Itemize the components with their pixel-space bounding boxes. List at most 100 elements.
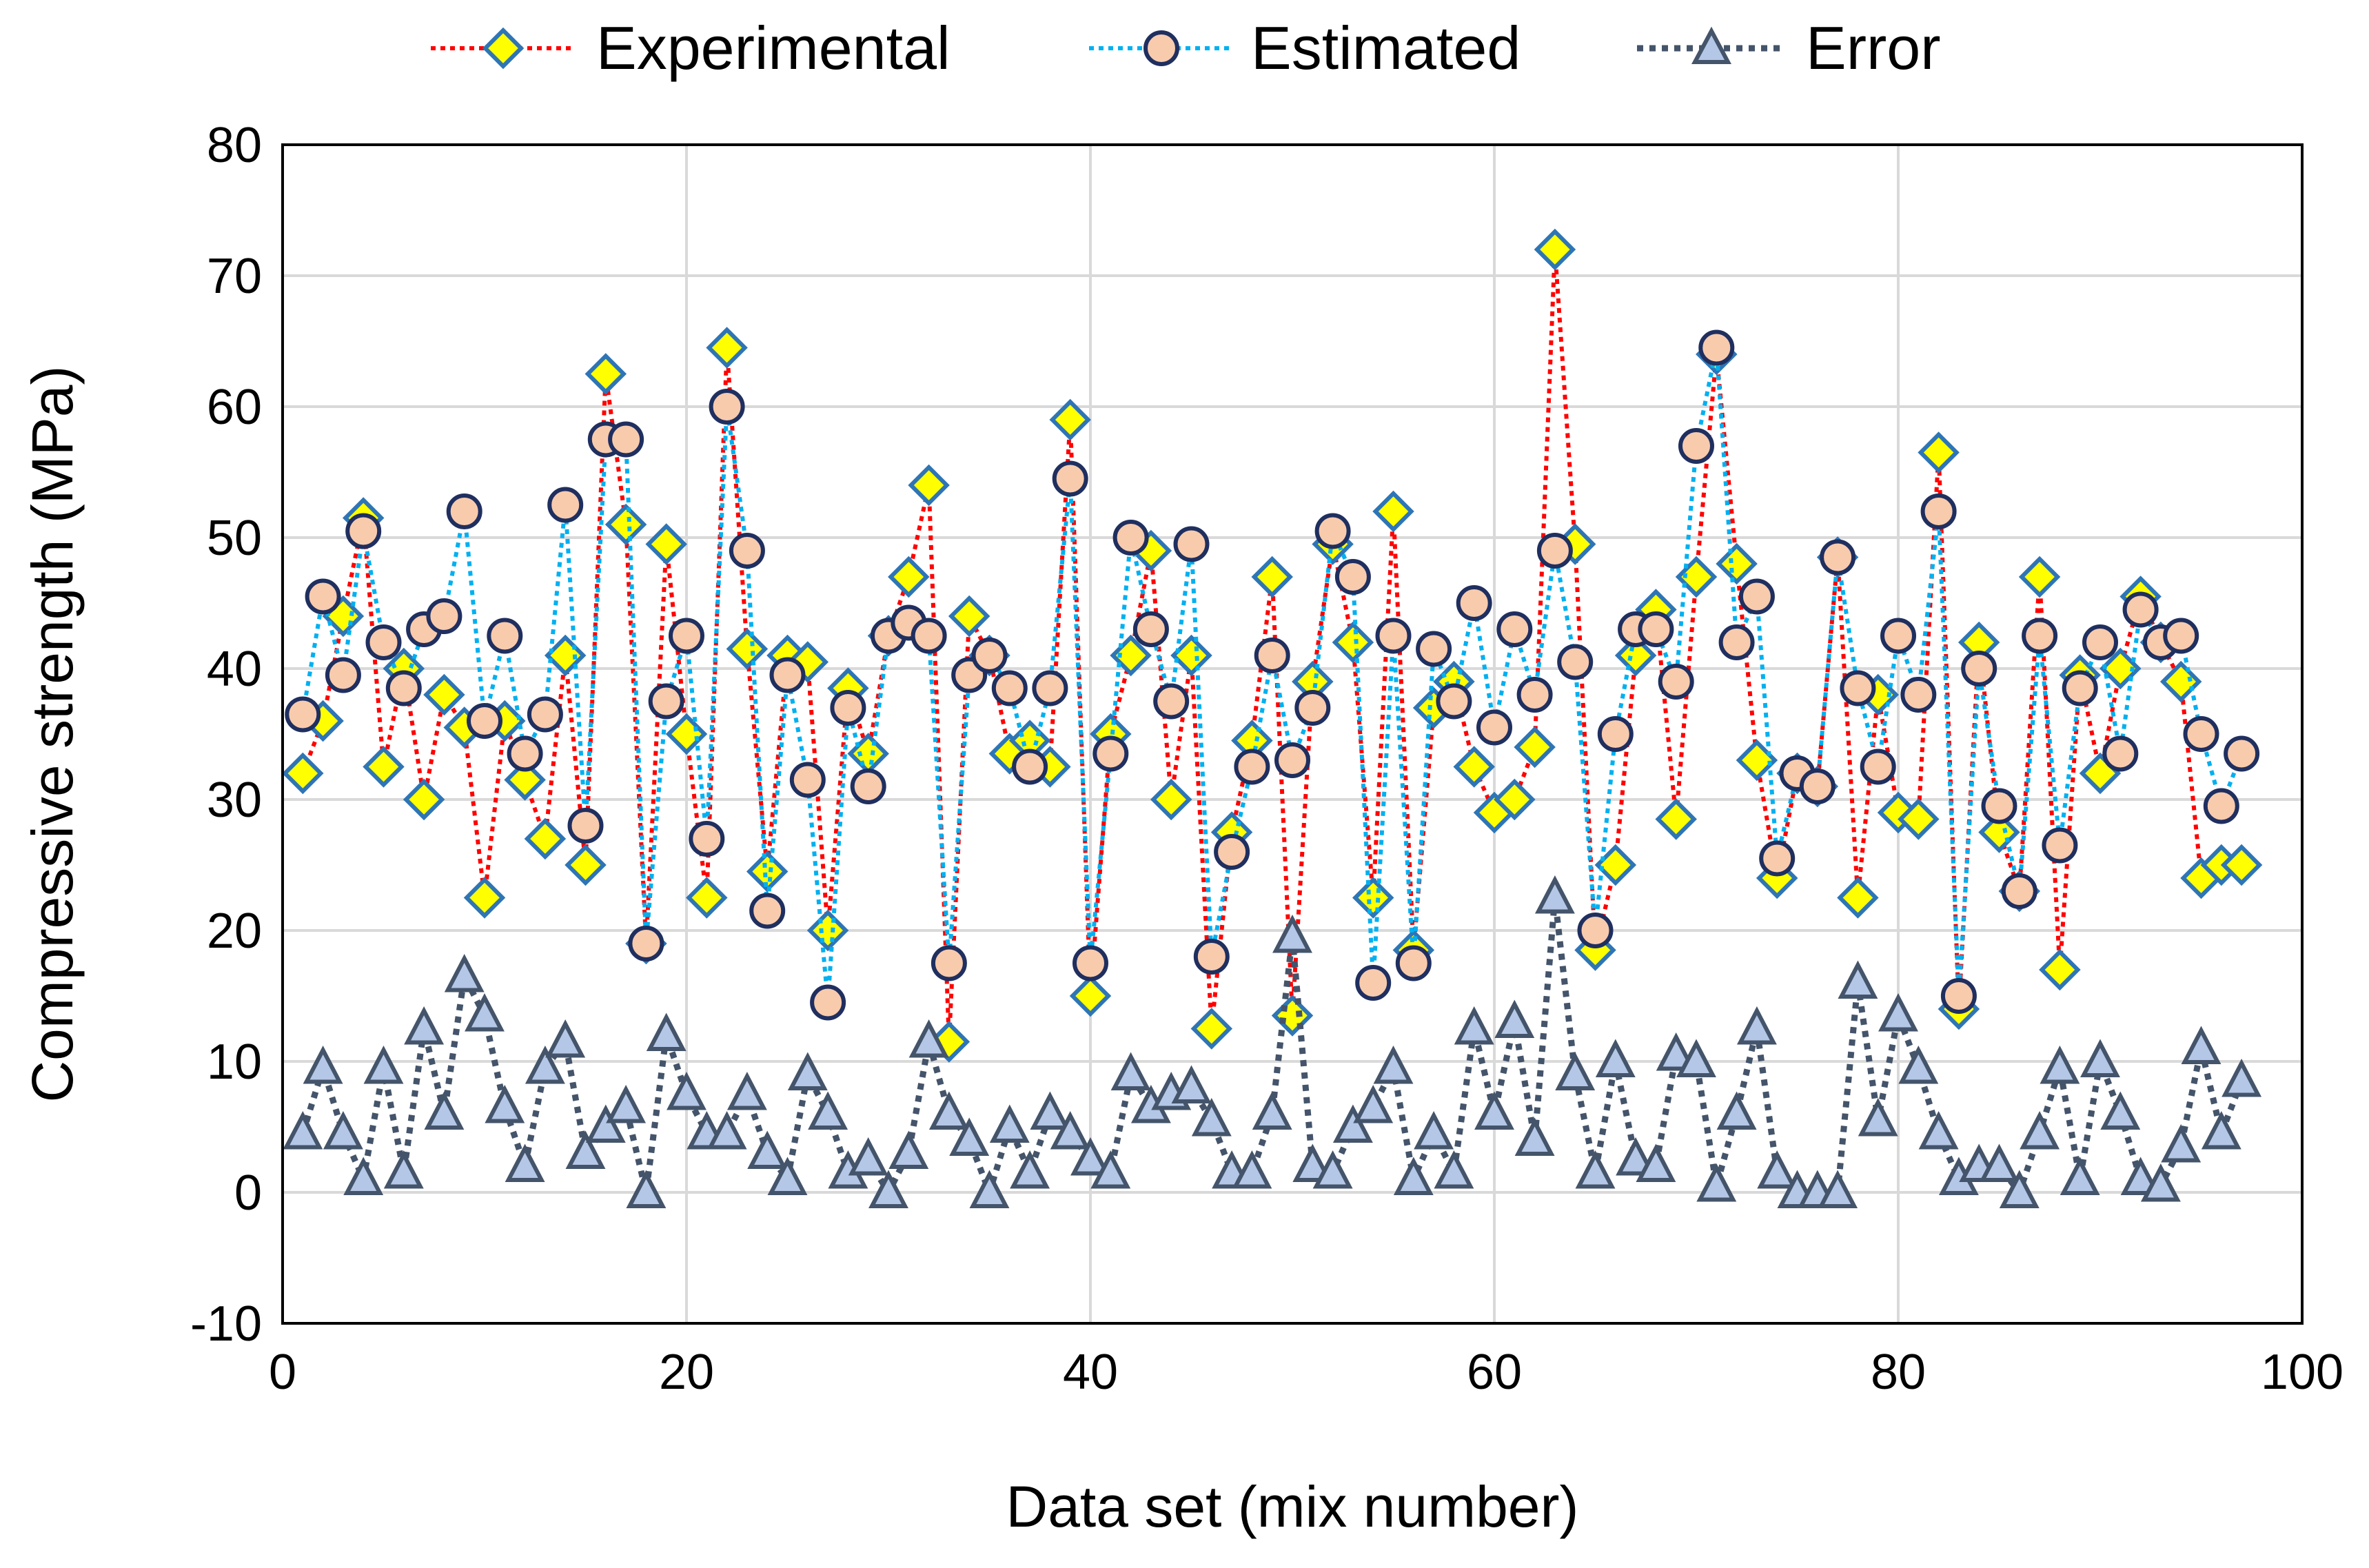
point-experimental[interactable] — [524, 817, 567, 860]
point-estimated[interactable] — [789, 762, 826, 798]
point-estimated[interactable] — [911, 618, 947, 654]
point-estimated[interactable] — [345, 513, 382, 549]
point-estimated[interactable] — [628, 926, 664, 961]
point-experimental[interactable] — [1150, 778, 1192, 821]
point-experimental[interactable] — [908, 464, 950, 507]
point-error[interactable] — [1292, 1143, 1333, 1182]
point-estimated[interactable] — [1012, 749, 1048, 785]
point-experimental[interactable] — [2018, 556, 2061, 598]
point-experimental[interactable] — [1594, 844, 1637, 886]
point-estimated[interactable] — [1820, 539, 1856, 576]
point-error[interactable] — [1171, 1065, 1212, 1103]
point-error[interactable] — [1252, 1091, 1292, 1130]
point-error[interactable] — [1636, 1143, 1676, 1182]
point-experimental[interactable] — [888, 556, 930, 598]
point-estimated[interactable] — [1052, 460, 1088, 497]
point-estimated[interactable] — [749, 893, 786, 929]
point-experimental[interactable] — [1918, 431, 1960, 474]
point-estimated[interactable] — [527, 696, 563, 733]
point-error[interactable] — [888, 1130, 929, 1169]
point-estimated[interactable] — [1234, 749, 1270, 785]
point-error[interactable] — [545, 1019, 586, 1058]
point-estimated[interactable] — [1274, 742, 1310, 778]
point-estimated[interactable] — [1638, 611, 1674, 647]
point-error[interactable] — [1999, 1170, 2040, 1208]
point-estimated[interactable] — [1294, 690, 1331, 726]
point-error[interactable] — [606, 1085, 647, 1123]
point-estimated[interactable] — [1880, 618, 1916, 654]
point-error[interactable] — [1757, 1150, 1798, 1189]
point-estimated[interactable] — [1536, 533, 1573, 569]
point-error[interactable] — [2221, 1059, 2262, 1097]
point-estimated[interactable] — [567, 808, 604, 844]
point-estimated[interactable] — [1900, 677, 1937, 713]
point-experimental[interactable] — [948, 595, 990, 638]
point-error[interactable] — [989, 1104, 1030, 1143]
point-error[interactable] — [303, 1046, 343, 1084]
point-error[interactable] — [1373, 1046, 1414, 1084]
point-estimated[interactable] — [1698, 329, 1735, 366]
point-experimental[interactable] — [2159, 660, 2202, 703]
point-error[interactable] — [747, 1130, 788, 1169]
point-error[interactable] — [1736, 1006, 1777, 1045]
point-estimated[interactable] — [830, 690, 866, 726]
point-error[interactable] — [1332, 1104, 1373, 1143]
point-error[interactable] — [1979, 1143, 2020, 1182]
point-experimental[interactable] — [282, 752, 324, 795]
point-error[interactable] — [2181, 1026, 2221, 1064]
point-experimental[interactable] — [1453, 746, 1495, 788]
point-error[interactable] — [2120, 1157, 2161, 1195]
point-experimental[interactable] — [1372, 490, 1414, 533]
point-estimated[interactable] — [1577, 913, 1614, 948]
point-estimated[interactable] — [487, 618, 523, 654]
point-error[interactable] — [2080, 1039, 2120, 1077]
point-experimental[interactable] — [686, 877, 728, 919]
point-estimated[interactable] — [850, 768, 886, 804]
point-estimated[interactable] — [467, 703, 502, 739]
point-estimated[interactable] — [1214, 834, 1250, 870]
point-error[interactable] — [908, 1019, 949, 1058]
point-error[interactable] — [444, 954, 485, 992]
point-estimated[interactable] — [1557, 644, 1594, 680]
point-error[interactable] — [868, 1170, 908, 1208]
point-estimated[interactable] — [709, 389, 745, 425]
point-error[interactable] — [928, 1091, 969, 1130]
point-experimental[interactable] — [1494, 778, 1536, 821]
point-error[interactable] — [626, 1170, 667, 1208]
point-error[interactable] — [1312, 1150, 1353, 1189]
point-error[interactable] — [1494, 999, 1535, 1038]
point-experimental[interactable] — [706, 327, 748, 369]
point-error[interactable] — [404, 1006, 445, 1045]
point-estimated[interactable] — [2224, 735, 2260, 772]
point-error[interactable] — [1534, 875, 1575, 914]
point-estimated[interactable] — [1597, 716, 1634, 752]
point-estimated[interactable] — [1153, 683, 1190, 720]
point-error[interactable] — [1393, 1157, 1434, 1195]
point-error[interactable] — [1474, 1091, 1514, 1130]
point-estimated[interactable] — [325, 657, 361, 693]
point-experimental[interactable] — [1837, 877, 1879, 919]
legend-item-estimated[interactable]: Estimated — [1089, 14, 1521, 82]
point-error[interactable] — [1010, 1150, 1050, 1189]
point-experimental[interactable] — [1716, 542, 1758, 585]
point-error[interactable] — [1878, 993, 1918, 1032]
point-error[interactable] — [2100, 1091, 2141, 1130]
point-error[interactable] — [1434, 1150, 1474, 1189]
point-estimated[interactable] — [365, 624, 402, 660]
point-error[interactable] — [525, 1046, 565, 1084]
point-experimental[interactable] — [363, 746, 405, 788]
point-error[interactable] — [848, 1137, 888, 1176]
point-estimated[interactable] — [426, 598, 462, 634]
point-error[interactable] — [2140, 1163, 2181, 1202]
point-estimated[interactable] — [1355, 965, 1392, 1001]
point-error[interactable] — [1898, 1046, 1939, 1084]
point-error[interactable] — [2020, 1111, 2060, 1150]
point-estimated[interactable] — [1456, 585, 1492, 621]
point-estimated[interactable] — [1193, 939, 1230, 975]
point-estimated[interactable] — [1840, 670, 1876, 706]
point-error[interactable] — [1858, 1098, 1898, 1137]
point-estimated[interactable] — [1436, 683, 1472, 720]
point-error[interactable] — [2060, 1157, 2100, 1195]
point-estimated[interactable] — [1254, 638, 1290, 673]
point-error[interactable] — [949, 1117, 990, 1156]
